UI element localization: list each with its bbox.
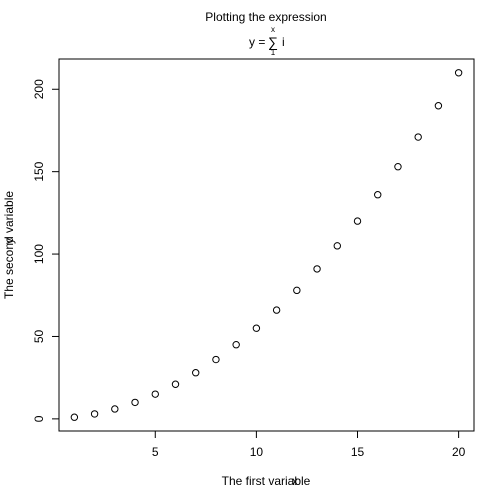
data-point xyxy=(414,133,422,141)
data-point xyxy=(90,410,99,418)
data-point xyxy=(454,69,463,77)
formula-term: i xyxy=(282,35,285,49)
formula-upper-limit: x xyxy=(271,25,275,34)
title-formula: y = ∑ x 1 i xyxy=(249,25,285,57)
x-axis-label: The first variable xyxy=(222,474,311,488)
y-axis: 0 50 100 150 200 xyxy=(32,79,60,422)
data-point xyxy=(171,380,180,388)
chart-title: Plotting the expression xyxy=(205,10,326,24)
x-axis: 5 10 15 20 xyxy=(152,430,466,459)
data-point xyxy=(333,242,341,250)
y-tick-label: 100 xyxy=(32,244,46,264)
data-point xyxy=(293,286,301,295)
data-point xyxy=(434,102,443,110)
data-point xyxy=(353,217,362,225)
y-axis-label-overprint: y xyxy=(2,238,16,244)
data-points xyxy=(70,69,463,421)
y-tick-label: 200 xyxy=(32,79,46,99)
data-point xyxy=(252,324,261,332)
data-point xyxy=(313,265,321,273)
x-tick-label: 15 xyxy=(351,445,365,459)
x-tick-label: 20 xyxy=(452,445,466,459)
data-point xyxy=(70,413,79,421)
data-point xyxy=(212,355,220,364)
y-axis-label: The second variable xyxy=(2,191,16,299)
x-axis-label-overprint: x xyxy=(292,474,298,488)
data-point xyxy=(232,341,240,349)
formula-lower-limit: 1 xyxy=(271,48,276,57)
data-point xyxy=(374,191,382,199)
data-point xyxy=(394,163,402,171)
data-point xyxy=(151,390,159,398)
formula-lhs: y = xyxy=(249,35,269,49)
data-point xyxy=(111,405,119,413)
formula-sum-symbol: ∑ xyxy=(268,34,278,50)
data-point xyxy=(131,398,139,407)
plot-frame xyxy=(58,58,475,432)
y-tick-label: 0 xyxy=(32,415,46,422)
y-tick-label: 50 xyxy=(32,329,46,343)
x-tick-label: 5 xyxy=(152,445,159,459)
y-tick-label: 150 xyxy=(32,161,46,181)
x-tick-label: 10 xyxy=(250,445,264,459)
data-point xyxy=(272,306,281,314)
data-point xyxy=(192,369,200,377)
